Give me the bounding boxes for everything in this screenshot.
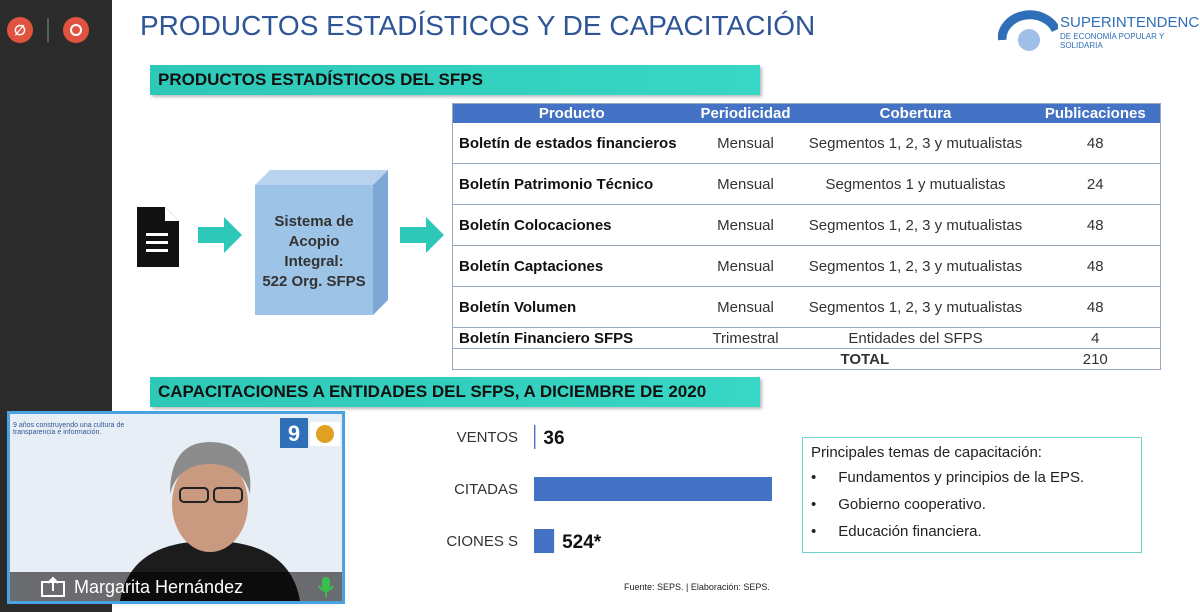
table-cell: Mensual — [690, 286, 801, 328]
video-banner: 9 años construyendo una cultura de trans… — [13, 422, 125, 436]
table-cell: 48 — [1030, 204, 1161, 246]
topic-text: Fundamentos y principios de la EPS. — [838, 469, 1085, 486]
participant-name: Margarita Hernández — [74, 577, 244, 597]
svg-text:9: 9 — [288, 421, 300, 446]
table-cell: Boletín de estados financieros — [452, 123, 691, 164]
table-row: Boletín Volumen Mensual Segmentos 1, 2, 3 … — [452, 286, 1161, 328]
bullet: • — [811, 496, 817, 513]
slide: PRODUCTOS ESTADÍSTICOS Y DE CAPACITACIÓN… — [112, 0, 1200, 612]
table-cell: Segmentos 1, 2, 3 y mutualistas — [800, 204, 1031, 246]
table-cell: Boletín Financiero SFPS — [452, 327, 691, 349]
header-row: Producto Periodicidad Cobertura Publicacion… — [452, 103, 1161, 123]
topic-item: • Fundamentos y principios de la EPS. — [811, 469, 1133, 486]
bullet: • — [811, 469, 817, 486]
record-icon[interactable] — [63, 17, 89, 43]
table-cell: 24 — [1030, 163, 1161, 205]
table-cell: Boletín Colocaciones — [452, 204, 691, 246]
table-cell — [453, 349, 691, 370]
mic-icon[interactable] — [316, 575, 336, 599]
total-row: TOTAL 210 — [453, 349, 1161, 370]
topic-item: • Gobierno cooperativo. — [811, 496, 1133, 513]
table-cell: Boletín Patrimonio Técnico — [452, 163, 691, 205]
table-cell: 48 — [1030, 286, 1161, 328]
table-cell: Boletín Captaciones — [452, 245, 691, 287]
section-banner: PRODUCTOS ESTADÍSTICOS DEL SFPS — [150, 65, 760, 95]
icon-glyph: ∅ — [14, 22, 26, 38]
toolbar[interactable]: ∅ — [0, 14, 112, 48]
flow-box-line: Acopio — [288, 233, 340, 250]
logo-subtext: DE ECONOMÍA POPULAR Y SOLIDARIA — [1060, 32, 1165, 50]
table-row: Boletín Financiero SFPS Trimestral Entidad… — [452, 327, 1161, 349]
table-cell: Segmentos 1, 2, 3 y mutualistas — [800, 245, 1031, 287]
table-cell: 48 — [1030, 123, 1161, 164]
table-cell: Mensual — [690, 163, 801, 205]
table-cell: Segmentos 1, 2, 3 y mutualistas — [800, 123, 1031, 164]
table-cell: 48 — [1030, 245, 1161, 287]
value-label: 524* — [562, 532, 602, 553]
table-row: Boletín Captaciones Mensual Segmentos 1, 2… — [452, 245, 1161, 287]
header-cell: Producto — [452, 103, 691, 123]
table-cell: Mensual — [690, 204, 801, 246]
value-label: 36 — [543, 428, 564, 449]
table-cell: Entidades del SFPS — [800, 327, 1031, 349]
section-banner: CAPACITACIONES A ENTIDADES DEL SFPS, A D… — [150, 377, 760, 407]
header-cell: Publicaciones — [1030, 103, 1161, 123]
category-label: CIONES S — [446, 533, 518, 550]
table-cell: Mensual — [690, 245, 801, 287]
topics-title: Principales temas de capacitación: — [811, 444, 1042, 461]
table-cell: 4 — [1030, 327, 1161, 349]
topic-item: • Educación financiera. — [811, 523, 1133, 540]
table-cell: Trimestral — [690, 327, 801, 349]
table-row: Boletín Colocaciones Mensual Segmentos 1, … — [452, 204, 1161, 246]
total-label: TOTAL — [840, 350, 890, 368]
video-tile[interactable]: 9 años construyendo una cultura de trans… — [7, 411, 345, 604]
header-cell: Periodicidad — [690, 103, 801, 123]
table-cell: Segmentos 1 y mutualistas — [800, 163, 1031, 205]
slide-title: PRODUCTOS ESTADÍSTICOS Y DE CAPACITACIÓN — [140, 10, 816, 41]
table-row: Boletín Patrimonio Técnico Mensual Segment… — [452, 163, 1161, 205]
logo-text: SUPERINTENDENCIA — [1060, 14, 1200, 31]
logo-mark — [998, 10, 1058, 51]
flow-box-line: 522 Org. SFPS — [262, 273, 366, 290]
flow-box-line: Sistema de — [274, 213, 354, 230]
name-bar — [10, 572, 342, 601]
table-row: Boletín de estados financieros Mensual Seg… — [452, 123, 1161, 164]
bullet: • — [811, 523, 817, 540]
flow-diagram — [137, 170, 444, 315]
flow-box-line: Integral: — [284, 253, 344, 270]
icon-glyph — [70, 24, 82, 36]
table-cell: Segmentos 1, 2, 3 y mutualistas — [800, 286, 1031, 328]
mic-off-icon[interactable] — [7, 17, 33, 43]
bar — [534, 529, 555, 553]
flow-box-text: Sistema de Acopio Integral: 522 Org. SFPS — [255, 212, 373, 292]
table-cell: Mensual — [690, 123, 801, 164]
share-icon[interactable] — [40, 576, 66, 598]
header-cell: Cobertura — [800, 103, 1031, 123]
bar — [534, 477, 772, 501]
source-note: Fuente: SEPS. | Elaboración: SEPS. — [624, 582, 770, 592]
products-table: Producto Periodicidad Cobertura Publicacion… — [452, 103, 1161, 370]
bar — [534, 425, 536, 449]
category-label: VENTOS — [457, 429, 518, 446]
table-cell: Boletín Volumen — [452, 286, 691, 328]
topics-box: Principales temas de capacitación: • Fund… — [802, 437, 1142, 553]
total-value: 210 — [1082, 350, 1108, 368]
topic-text: Gobierno cooperativo. — [838, 496, 986, 513]
category-label: CITADAS — [454, 481, 518, 498]
topic-text: Educación financiera. — [838, 523, 982, 540]
